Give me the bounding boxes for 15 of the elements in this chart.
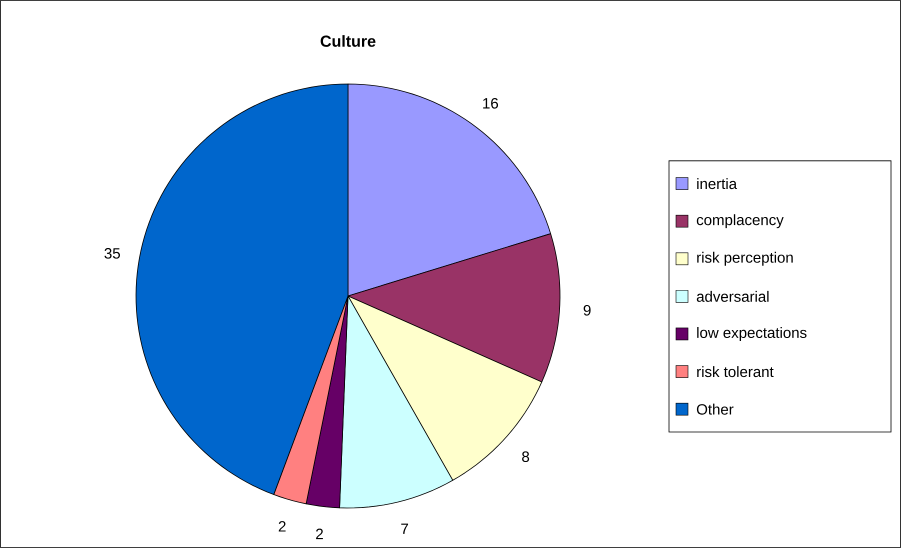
chart-title: Culture <box>320 35 376 47</box>
data-label: 16 <box>483 98 498 109</box>
data-label: 9 <box>584 304 591 316</box>
data-label: 7 <box>401 524 408 534</box>
legend-label: Other <box>696 404 734 415</box>
data-label: 2 <box>278 521 286 532</box>
legend-label: risk tolerant <box>697 366 774 378</box>
data-label: 2 <box>316 528 323 540</box>
legend-label: low expectations <box>697 326 807 341</box>
legend-label: inertia <box>697 178 738 190</box>
data-label: 8 <box>522 451 530 462</box>
legend-label: complacency <box>696 214 784 228</box>
legend-label: adversarial <box>696 290 769 302</box>
data-label: 35 <box>104 248 120 259</box>
legend-label: risk perception <box>697 252 793 266</box>
